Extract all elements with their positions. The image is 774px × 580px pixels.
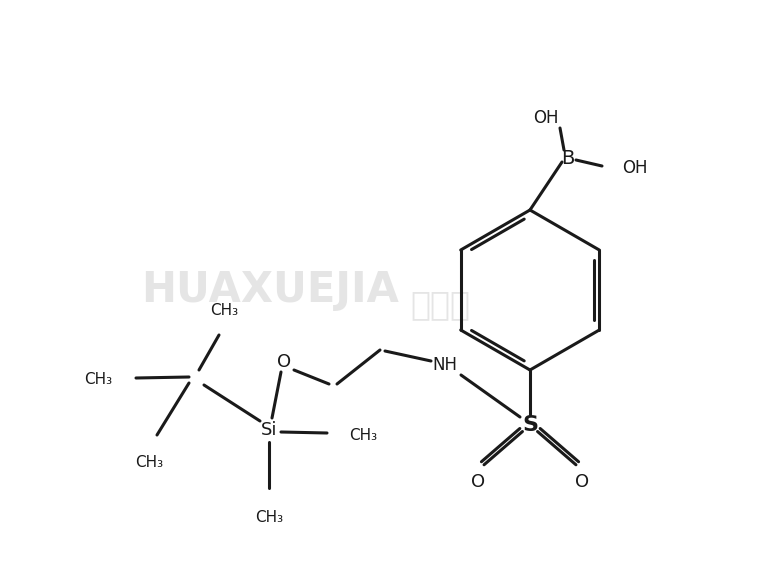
Text: CH₃: CH₃ xyxy=(210,303,238,318)
Text: 化学加: 化学加 xyxy=(410,288,470,321)
Text: CH₃: CH₃ xyxy=(84,372,112,387)
Text: NH: NH xyxy=(433,356,457,374)
Text: OH: OH xyxy=(622,159,648,177)
Text: O: O xyxy=(471,473,485,491)
Text: S: S xyxy=(522,415,538,435)
Text: B: B xyxy=(561,148,574,168)
Text: O: O xyxy=(277,353,291,371)
Text: CH₃: CH₃ xyxy=(349,427,377,443)
Text: O: O xyxy=(575,473,589,491)
Text: CH₃: CH₃ xyxy=(255,510,283,525)
Text: CH₃: CH₃ xyxy=(135,455,163,470)
Text: OH: OH xyxy=(533,109,559,127)
Text: HUAXUEJIA: HUAXUEJIA xyxy=(141,269,399,311)
Text: Si: Si xyxy=(261,421,277,439)
